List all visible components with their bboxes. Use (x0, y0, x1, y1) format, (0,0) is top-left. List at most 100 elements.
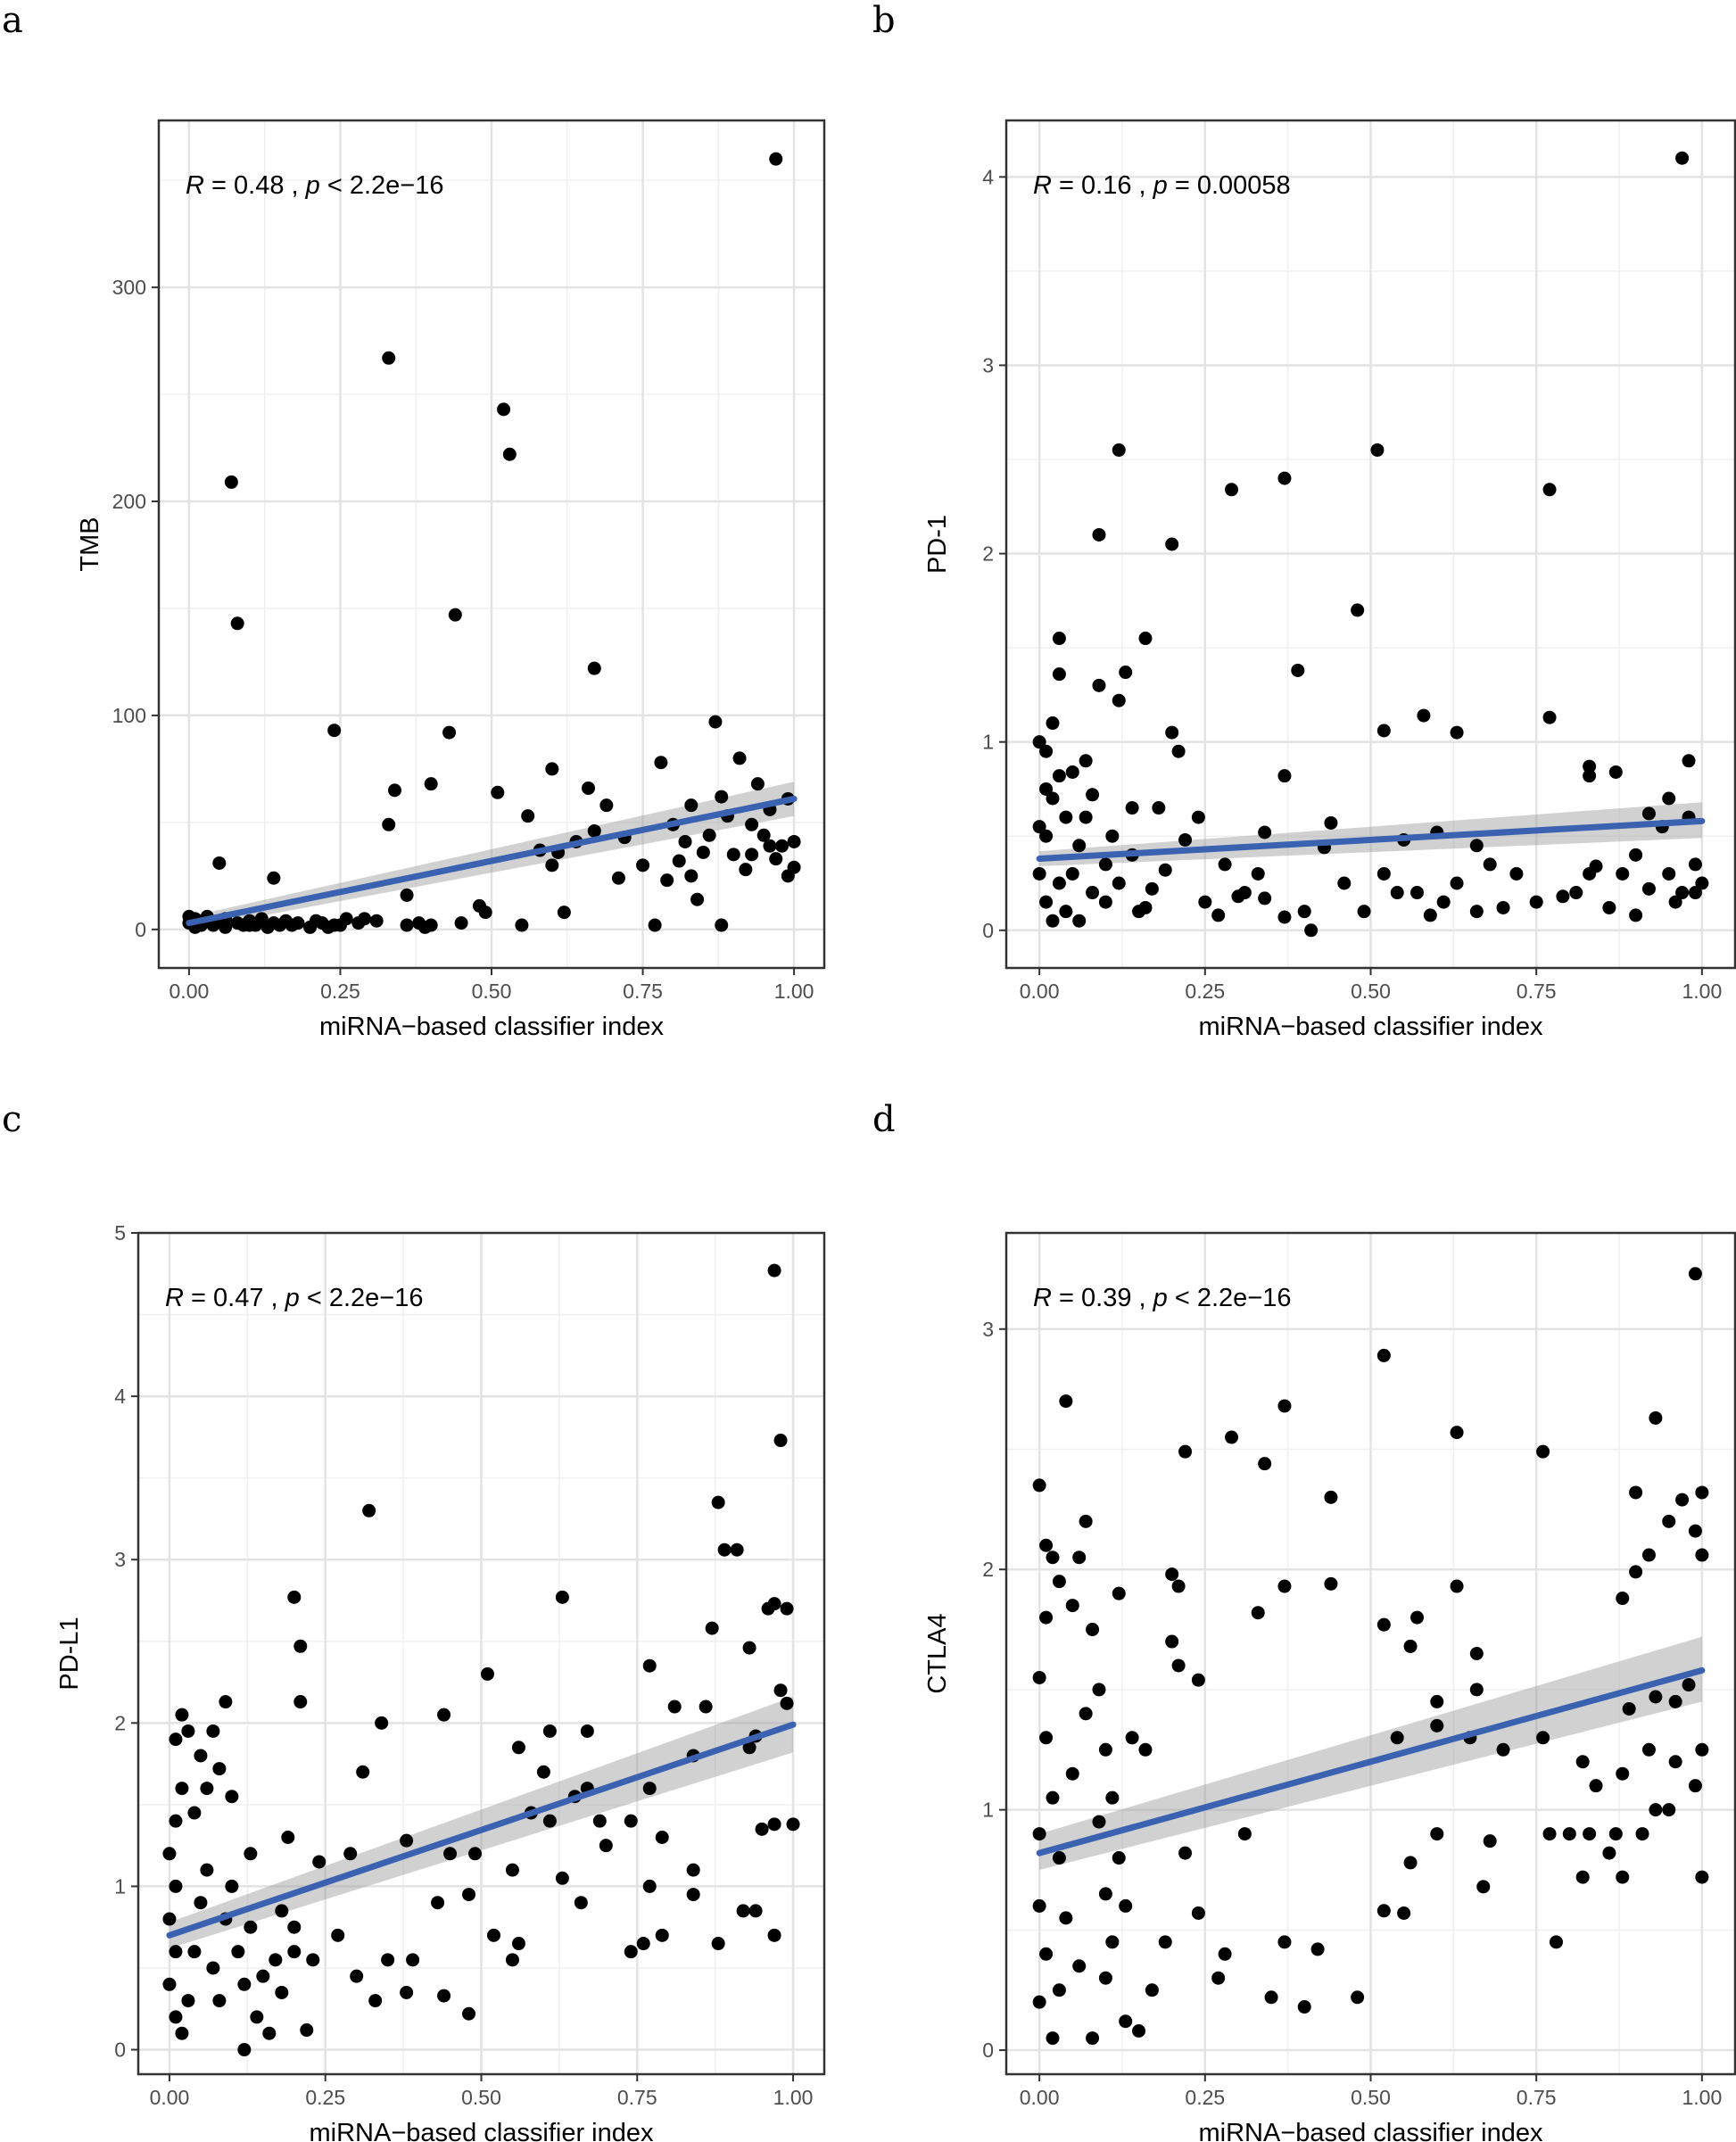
y-axis-ticks: 0 1 2 3 4 5 (114, 1221, 138, 2062)
data-point (1616, 1766, 1630, 1781)
data-point (1688, 1267, 1702, 1281)
data-point (1324, 1576, 1338, 1591)
data-point (1324, 815, 1338, 830)
data-point (1483, 1834, 1497, 1848)
data-point (1376, 866, 1391, 881)
data-point (181, 1994, 195, 2008)
data-point (1688, 1779, 1702, 1793)
data-point (1225, 483, 1239, 497)
data-point (169, 2010, 183, 2024)
stats-r-value: = 0.48 , (204, 171, 306, 200)
data-point (369, 914, 384, 928)
data-point (545, 762, 559, 776)
data-point (611, 871, 625, 885)
data-point (437, 1708, 451, 1722)
data-point (1297, 2000, 1311, 2014)
data-point (1583, 1827, 1597, 1841)
y-tick-label: 1 (114, 1874, 126, 1898)
data-point (726, 848, 740, 862)
data-point (1397, 1906, 1411, 1920)
data-point (244, 1847, 258, 1861)
data-point (1165, 725, 1179, 740)
data-point (1629, 848, 1643, 862)
data-point (231, 1945, 245, 1959)
data-point (1105, 829, 1120, 843)
y-axis-ticks: 0 1 2 3 (982, 1318, 1006, 2062)
data-point (1629, 1565, 1643, 1579)
data-point (1688, 857, 1702, 872)
stats-annotation: R = 0.16 , p = 0.00058 (1033, 171, 1291, 200)
data-point (599, 798, 614, 813)
data-point (187, 1945, 202, 1959)
data-point (300, 2023, 314, 2038)
data-point (686, 1863, 700, 1877)
data-point (1032, 866, 1046, 881)
y-tick-label: 0 (982, 2039, 994, 2062)
data-point (769, 152, 783, 166)
x-tick-label: 0.25 (320, 980, 360, 1003)
data-point (1542, 710, 1557, 724)
data-point (1105, 1791, 1120, 1805)
data-point (736, 1904, 750, 1918)
data-point (1052, 1851, 1066, 1865)
data-point (1695, 1485, 1709, 1500)
data-point (443, 1847, 458, 1861)
x-tick-label: 0.50 (1351, 980, 1391, 1003)
data-point (1125, 801, 1139, 815)
data-point (773, 1434, 788, 1448)
data-point (1277, 1399, 1292, 1413)
data-point (780, 1696, 794, 1710)
x-axis-ticks: 0.00 0.25 0.50 0.75 1.00 (150, 2074, 814, 2109)
stats-p-value: < 2.2e−16 (300, 1284, 424, 1312)
data-point (1225, 1430, 1239, 1444)
data-point (642, 1782, 657, 1796)
data-point (1662, 791, 1676, 806)
data-point (1357, 905, 1371, 919)
data-point (715, 918, 729, 932)
data-point (478, 906, 492, 920)
data-point (1376, 1904, 1391, 1918)
x-tick-label: 1.00 (773, 2086, 814, 2109)
data-point (684, 798, 699, 813)
data-point (769, 852, 783, 866)
x-axis-ticks: 0.00 0.25 0.50 0.75 1.00 (169, 968, 814, 1003)
data-point (212, 856, 227, 870)
data-point (442, 725, 457, 740)
data-point (1052, 667, 1066, 682)
data-point (424, 918, 438, 932)
data-point (1032, 1898, 1046, 1913)
data-point (708, 715, 723, 729)
data-point (1145, 1983, 1159, 1997)
data-point (1086, 1623, 1100, 1637)
data-point (321, 920, 335, 934)
data-point (1608, 765, 1623, 779)
data-point (1688, 1524, 1702, 1538)
data-point (739, 863, 753, 877)
data-point (1616, 1870, 1630, 1884)
data-point (1092, 527, 1106, 542)
x-tick-label: 0.00 (1020, 980, 1060, 1003)
data-point (1469, 1683, 1484, 1697)
data-point (1039, 1538, 1054, 1552)
data-point (1536, 1444, 1550, 1459)
data-point (1145, 881, 1159, 896)
data-point (511, 1937, 525, 1951)
data-point (750, 777, 765, 791)
data-point (212, 1762, 227, 1776)
data-point (1237, 1827, 1252, 1841)
data-point (230, 616, 244, 631)
data-point (1065, 866, 1079, 881)
data-point (350, 1969, 364, 1983)
data-point (515, 918, 529, 932)
data-point (1376, 1617, 1391, 1632)
data-point (521, 809, 535, 823)
major-gridlines (159, 120, 824, 968)
data-point (690, 892, 705, 906)
data-point (1218, 1947, 1232, 1961)
data-point (1132, 2024, 1146, 2039)
data-point (1211, 1971, 1226, 1985)
data-point (705, 1621, 719, 1635)
data-point (1231, 889, 1245, 904)
data-point (1112, 1586, 1126, 1600)
data-point (1258, 1457, 1272, 1471)
